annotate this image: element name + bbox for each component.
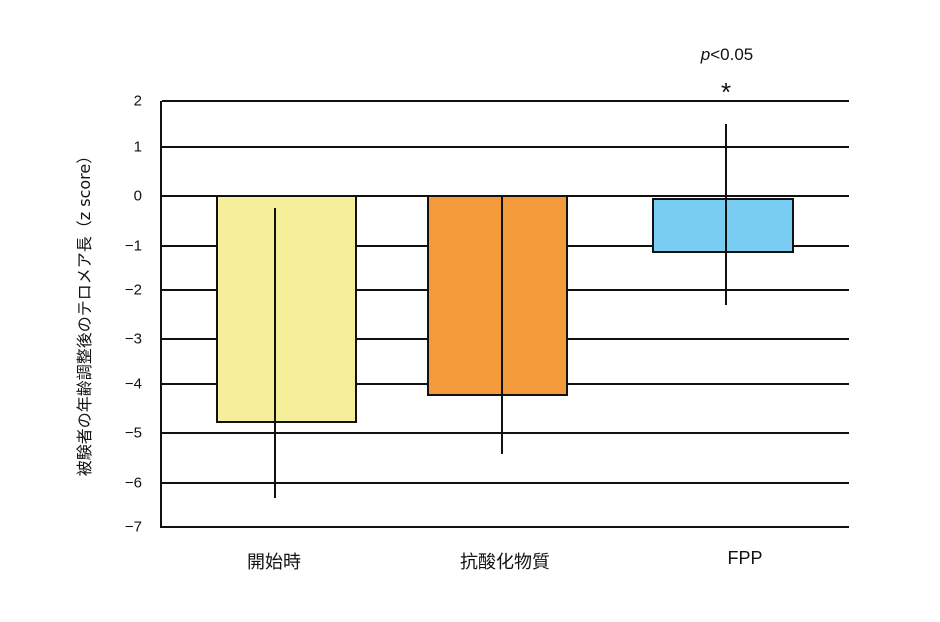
gridline: [162, 482, 849, 484]
y-axis-label: 被験者の年齢調整後のテロメア長（z score）: [75, 147, 94, 477]
y-tick-minus7: −7: [124, 518, 142, 536]
y-tick-minus4: −4: [124, 375, 142, 393]
y-tick-minus1: −1: [124, 237, 142, 255]
error-bar-fpp: [725, 124, 727, 305]
y-tick-minus5: −5: [124, 424, 142, 442]
gridline: [162, 526, 849, 528]
bar-antioxidant: [427, 195, 568, 396]
bar-fpp: [652, 198, 794, 253]
x-label-fpp: FPP: [727, 548, 763, 568]
p-value-annotation: p<0.05: [700, 45, 754, 64]
gridline: [162, 432, 849, 434]
y-tick-minus3: −3: [124, 330, 142, 348]
y-axis-line: [160, 101, 162, 528]
x-label-antioxidant: 抗酸化物質: [460, 552, 550, 573]
gridline: [162, 100, 849, 102]
y-tick-minus6: −6: [124, 474, 142, 492]
error-bar-antioxidant: [501, 196, 503, 454]
y-tick-minus2: −2: [124, 281, 142, 299]
bar-baseline: [216, 195, 357, 423]
y-tick-0: 0: [133, 187, 142, 205]
gridline: [162, 146, 849, 148]
y-tick-2: 2: [133, 92, 142, 110]
significance-star: *: [720, 77, 732, 107]
y-tick-1: 1: [133, 138, 142, 156]
error-bar-baseline: [274, 208, 276, 498]
x-label-baseline: 開始時: [247, 552, 301, 573]
